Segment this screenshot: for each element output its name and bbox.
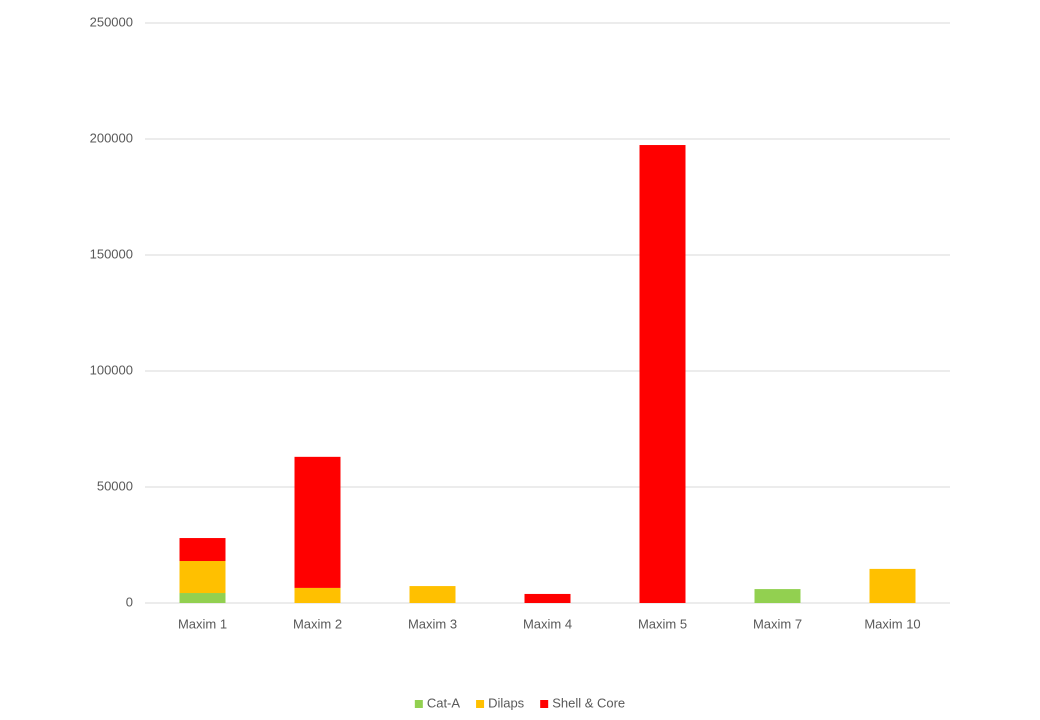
bar-segment: [294, 587, 341, 603]
bar-segment: [754, 589, 801, 603]
bar-segment: [524, 593, 571, 603]
x-tick-label: Maxim 10: [864, 616, 920, 631]
legend-swatch: [476, 700, 485, 708]
y-tick-label: 250000: [90, 14, 133, 29]
bar-segment: [869, 568, 916, 603]
x-tick-label: Maxim 1: [178, 616, 227, 631]
bar-segment: [179, 593, 226, 603]
legend-label: Cat-A: [427, 695, 461, 710]
y-tick-label: 100000: [90, 362, 133, 377]
bar-segment: [179, 538, 226, 562]
legend-swatch: [414, 700, 423, 708]
legend-label: Shell & Core: [552, 695, 625, 710]
y-tick-label: 0: [126, 594, 133, 609]
y-tick-label: 150000: [90, 246, 133, 261]
y-tick-label: 200000: [90, 130, 133, 145]
x-tick-label: Maxim 2: [293, 616, 342, 631]
x-tick-label: Maxim 3: [408, 616, 457, 631]
legend-swatch: [540, 700, 549, 708]
x-tick-label: Maxim 5: [638, 616, 687, 631]
y-tick-label: 50000: [97, 478, 133, 493]
bar-segment: [294, 456, 341, 588]
bar-segment: [409, 586, 456, 603]
bar-segment: [639, 145, 686, 604]
x-tick-label: Maxim 4: [523, 616, 572, 631]
legend-label: Dilaps: [488, 695, 525, 710]
bar-segment: [179, 561, 226, 594]
x-tick-label: Maxim 7: [753, 616, 802, 631]
